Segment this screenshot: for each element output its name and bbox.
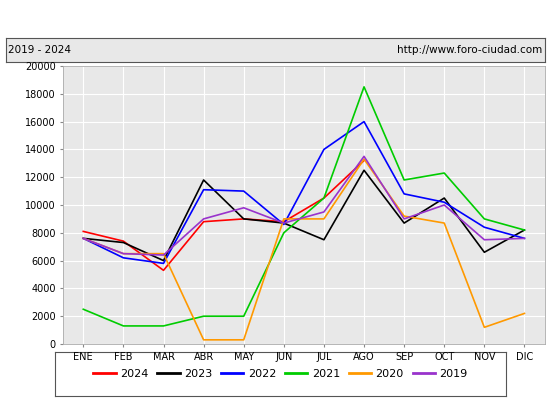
Legend: 2024, 2023, 2022, 2021, 2020, 2019: 2024, 2023, 2022, 2021, 2020, 2019 [89,364,472,384]
Text: Evolucion Nº Turistas Nacionales en el municipio de Cazorla: Evolucion Nº Turistas Nacionales en el m… [51,12,499,26]
Text: 2019 - 2024: 2019 - 2024 [8,45,71,55]
Text: http://www.foro-ciudad.com: http://www.foro-ciudad.com [397,45,542,55]
